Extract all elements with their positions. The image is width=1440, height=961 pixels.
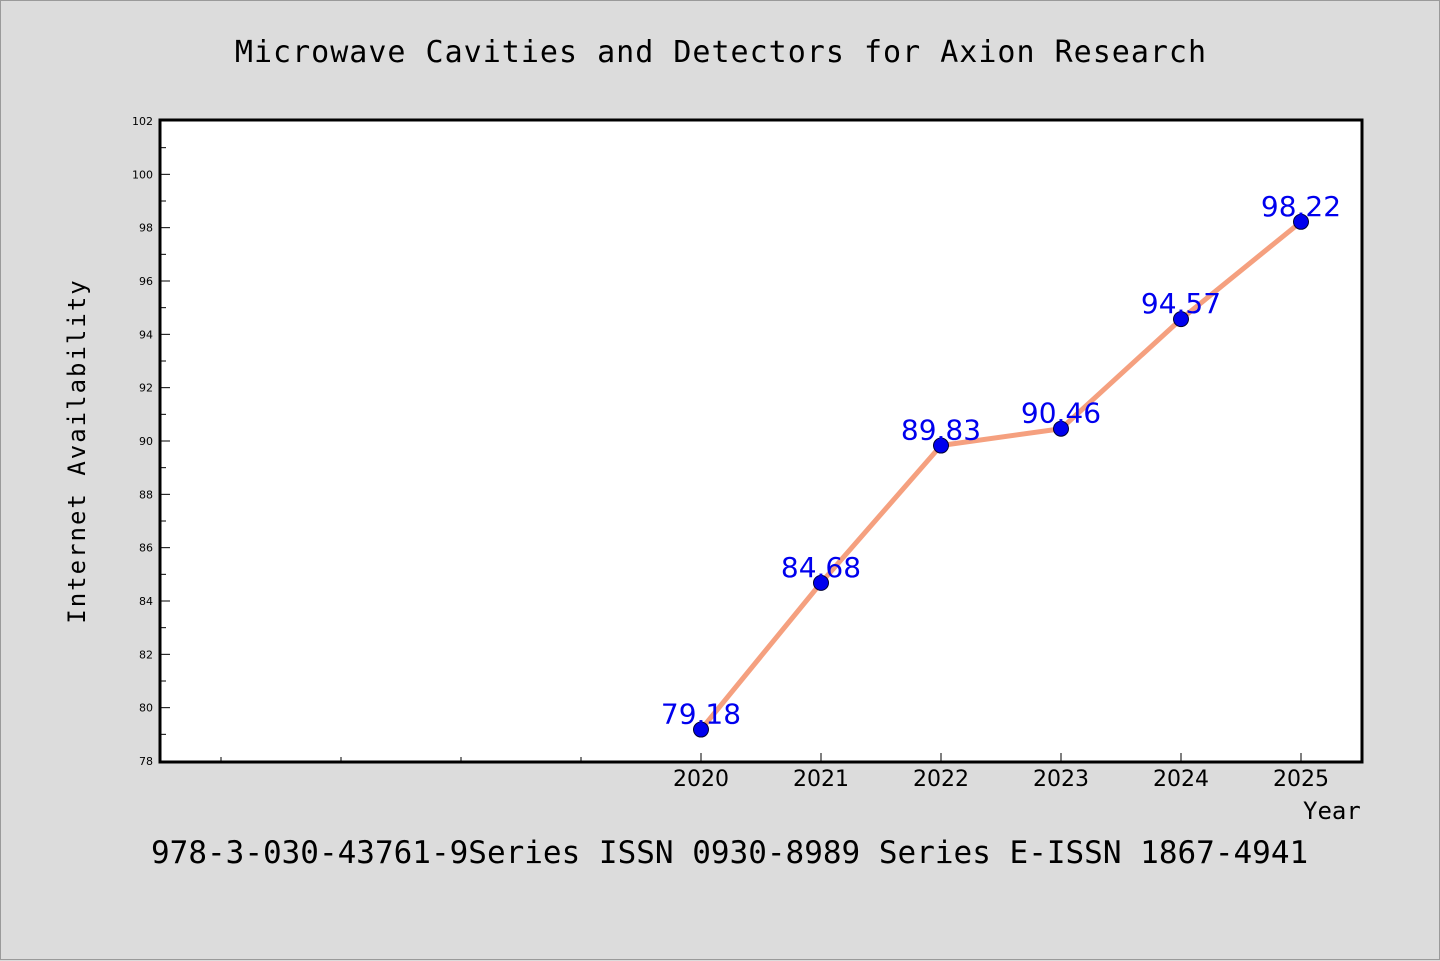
data-label: 94.57 (1141, 287, 1221, 320)
data-label: 79.18 (661, 698, 741, 731)
footer-isbn-issn: 978-3-030-43761-9Series ISSN 0930-8989 S… (151, 835, 1309, 871)
y-tick-label: 86 (139, 542, 153, 555)
x-tick-label: 2021 (793, 767, 849, 792)
y-tick-label: 94 (139, 328, 153, 341)
y-tick-label: 88 (139, 488, 153, 501)
y-axis-label: Internet Availability (63, 278, 91, 624)
data-point (813, 574, 829, 591)
y-tick-label: 84 (139, 595, 153, 608)
y-tick-label: 78 (139, 755, 153, 768)
x-tick-label: 2022 (913, 767, 969, 792)
x-axis-ticks: 2020 2021 2022 2023 2024 2025 (220, 753, 1329, 792)
y-tick-label: 92 (139, 382, 153, 395)
x-tick-label: 2023 (1033, 767, 1089, 792)
data-label: 89.83 (901, 414, 981, 447)
data-point (933, 437, 949, 454)
series-line (699, 219, 1303, 732)
y-tick-label: 100 (132, 168, 153, 181)
data-label: 98.22 (1261, 190, 1341, 223)
y-tick-label: 82 (139, 648, 153, 661)
chart-title: Microwave Cavities and Detectors for Axi… (234, 35, 1208, 70)
data-labels: 79.18 84.68 89.83 90.46 94.57 98.22 (661, 190, 1341, 731)
plot-area (158, 118, 1364, 764)
data-point (1053, 420, 1069, 437)
data-label: 84.68 (781, 551, 861, 584)
data-point (1173, 311, 1189, 328)
data-point (693, 721, 709, 738)
y-tick-label: 90 (139, 435, 153, 448)
series-layer (693, 213, 1309, 738)
x-tick-label: 2020 (673, 767, 729, 792)
data-point (1293, 213, 1309, 230)
x-axis-label: Year (1303, 797, 1361, 825)
x-tick-label: 2024 (1153, 767, 1209, 792)
x-tick-label: 2025 (1273, 767, 1329, 792)
data-label: 90.46 (1021, 397, 1101, 430)
y-axis-ticks: 78 80 82 84 86 88 90 92 94 96 98 100 102 (132, 115, 170, 768)
y-tick-label: 102 (132, 115, 153, 128)
y-tick-label: 98 (139, 222, 153, 235)
y-tick-label: 80 (139, 702, 153, 715)
y-tick-label: 96 (139, 275, 153, 288)
